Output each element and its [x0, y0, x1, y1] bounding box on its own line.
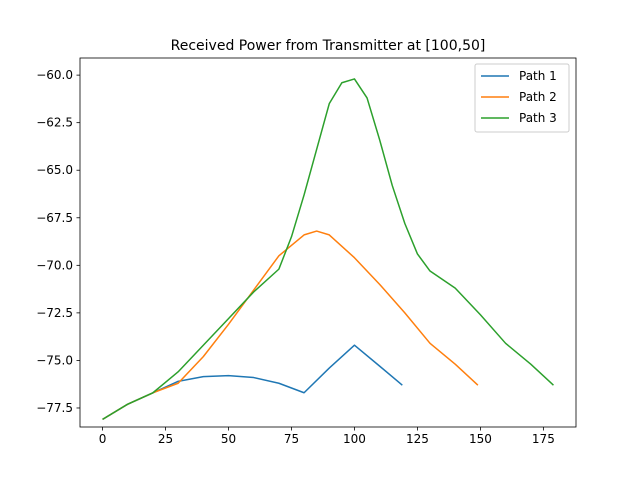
series-layer — [102, 78, 554, 421]
series-line-3 — [102, 78, 554, 421]
axes-frame — [79, 57, 577, 428]
legend-label-2: Path 2 — [519, 90, 557, 104]
y-tick-label: −62.5 — [36, 116, 73, 130]
series-line-2 — [102, 230, 479, 421]
legend-box — [474, 63, 570, 133]
y-tick-label: −65.0 — [36, 163, 73, 177]
x-tick-label: 150 — [469, 432, 492, 446]
legend-label-3: Path 3 — [519, 111, 557, 125]
y-tick-label: −72.5 — [36, 306, 73, 320]
axes-layer: 0 25 50 75 100 125 150 175 −77.5 −75.0 −72.5 −70.0 −… — [36, 57, 577, 446]
x-tick-label: 175 — [532, 432, 555, 446]
x-tick-label: 75 — [284, 432, 299, 446]
x-tick-label: 100 — [343, 432, 366, 446]
y-tick-label: −70.0 — [36, 258, 73, 272]
x-tick-label: 25 — [158, 432, 173, 446]
y-tick-label: −60.0 — [36, 68, 73, 82]
chart-title: Received Power from Transmitter at [100,… — [171, 38, 486, 54]
x-tick-label: 50 — [221, 432, 236, 446]
legend-label-1: Path 1 — [519, 69, 557, 83]
y-tick-label: −77.5 — [36, 401, 73, 415]
y-tick-label: −75.0 — [36, 353, 73, 367]
x-tick-label: 125 — [406, 432, 429, 446]
x-tick-label: 0 — [99, 432, 107, 446]
y-tick-label: −67.5 — [36, 211, 73, 225]
legend: Path 1 Path 2 Path 3 — [474, 63, 570, 133]
